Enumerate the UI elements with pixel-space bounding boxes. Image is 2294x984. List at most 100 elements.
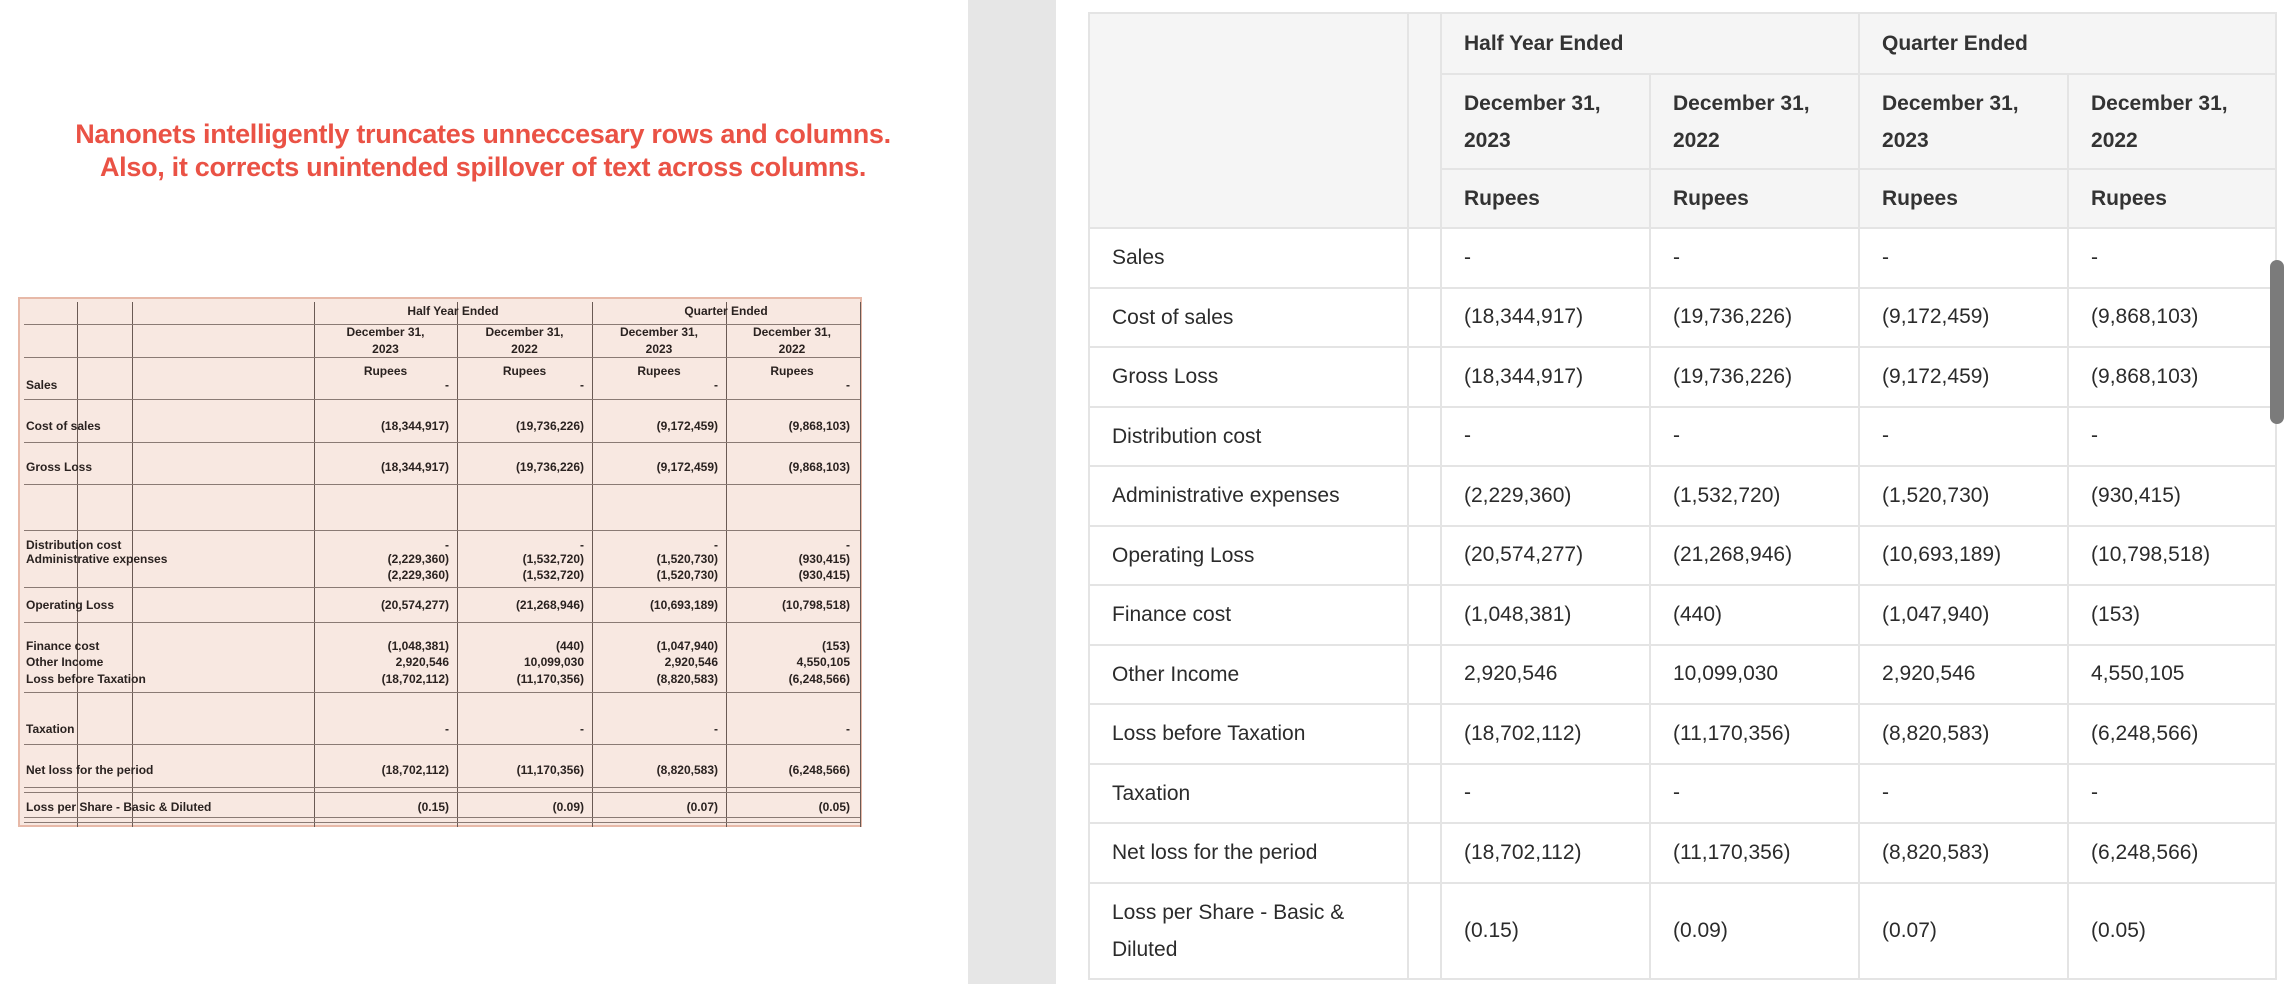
table-row: Distribution cost - - - - — [1088, 405, 2278, 467]
scan-row-line — [24, 787, 860, 788]
scan-cell: - — [445, 378, 449, 392]
scan-row-label: Gross Loss — [26, 460, 93, 474]
scan-cell: (11,170,356) — [516, 672, 584, 686]
scan-column-line — [457, 302, 458, 827]
scan-cell: (6,248,566) — [788, 763, 850, 777]
scan-cell: (18,344,917) — [380, 419, 449, 433]
table-cell: (9,868,103) — [2067, 346, 2278, 408]
caption-line-1: Nanonets intelligently truncates unnecce… — [75, 119, 891, 149]
scan-row-label: Other Income — [26, 655, 104, 669]
date-header: December 31, 2022 — [2067, 73, 2278, 170]
source-panel: Nanonets intelligently truncates unnecce… — [0, 0, 966, 984]
row-label: Gross Loss — [1088, 346, 1409, 408]
table-cell: (10,798,518) — [2067, 524, 2278, 586]
caption-line-2: Also, it corrects unintended spillover o… — [99, 152, 867, 182]
table-cell: (930,415) — [2067, 465, 2278, 527]
scan-row-label: Loss per Share - Basic & Diluted — [26, 800, 212, 814]
table-cell: - — [1648, 762, 1861, 824]
table-cell: (1,532,720) — [1648, 465, 1861, 527]
table-cell: (0.07) — [1858, 881, 2070, 980]
scan-row-label: Finance cost — [26, 639, 100, 653]
row-label: Net loss for the period — [1088, 822, 1409, 884]
scan-cell: (11,170,356) — [516, 763, 584, 777]
scan-cell: (10,693,189) — [649, 598, 718, 612]
scan-unit-header: Rupees — [770, 364, 814, 378]
scan-date-header: December 31, — [485, 325, 564, 339]
scan-cell: (1,532,720) — [522, 552, 584, 566]
scan-cell: (9,172,459) — [656, 460, 718, 474]
scan-cell: (1,047,940) — [656, 639, 718, 653]
scan-cell: (21,268,946) — [515, 598, 584, 612]
unit-header: Rupees — [1440, 168, 1651, 229]
scan-group-header: Half Year Ended — [407, 304, 499, 318]
table-row: Cost of sales (18,344,917) (19,736,226) (9,… — [1088, 286, 2278, 348]
scan-row-line — [24, 744, 860, 745]
table-cell: (11,170,356) — [1648, 703, 1861, 765]
table-cell: (21,268,946) — [1648, 524, 1861, 586]
extracted-table: Half Year Ended Quarter Ended December 31,… — [1088, 12, 2278, 980]
scan-row-label: Operating Loss — [26, 598, 115, 612]
scan-cell: - — [580, 538, 584, 552]
scan-cell: (10,798,518) — [781, 598, 850, 612]
table-cell: (0.05) — [2067, 881, 2278, 980]
table-cell: - — [2067, 405, 2278, 467]
table-cell: 4,550,105 — [2067, 643, 2278, 705]
table-cell: (0.15) — [1440, 881, 1651, 980]
unit-header: Rupees — [2067, 168, 2278, 229]
scan-cell: (20,574,277) — [380, 598, 449, 612]
scan-cell: (19,736,226) — [515, 419, 584, 433]
table-cell: (440) — [1648, 584, 1861, 646]
scan-cell: (0.05) — [818, 800, 850, 814]
scan-cell: - — [445, 538, 449, 552]
scan-row-label: Taxation — [26, 722, 75, 736]
scan-column-line — [726, 302, 727, 827]
table-cell: (10,693,189) — [1858, 524, 2070, 586]
scan-cell: - — [714, 538, 718, 552]
scan-row-line — [24, 324, 860, 325]
scan-row-line — [24, 692, 860, 693]
row-label: Distribution cost — [1088, 405, 1409, 467]
row-label: Cost of sales — [1088, 286, 1409, 348]
table-header: Half Year Ended Quarter Ended December 31,… — [1088, 12, 2278, 229]
unit-header: Rupees — [1858, 168, 2070, 229]
scan-row-line — [24, 442, 860, 443]
table-row: Loss per Share - Basic & Diluted (0.15) (0… — [1088, 881, 2278, 980]
table-cell: - — [1648, 227, 1861, 289]
scan-cell: (0.09) — [552, 800, 584, 814]
vertical-scrollbar[interactable] — [2270, 260, 2284, 424]
table-cell: (19,736,226) — [1648, 286, 1861, 348]
table-cell: (1,520,730) — [1858, 465, 2070, 527]
scan-row-label: Sales — [26, 378, 58, 392]
scan-cell: (9,172,459) — [656, 419, 718, 433]
table-cell: 10,099,030 — [1648, 643, 1861, 705]
scan-cell: (0.15) — [417, 800, 449, 814]
empty-column-cell — [1407, 643, 1442, 705]
scan-cell: - — [580, 378, 584, 392]
empty-column-cell — [1407, 465, 1442, 527]
empty-column-cell — [1407, 346, 1442, 408]
header-row-dates: December 31, 2023 December 31, 2022 Decemb… — [1089, 73, 2278, 170]
scan-date-header: December 31, — [619, 325, 699, 339]
table-cell: (6,248,566) — [2067, 822, 2278, 884]
scan-column-line — [592, 302, 593, 827]
scan-cell: - — [846, 538, 850, 552]
table-row: Loss before Taxation (18,702,112) (11,170,… — [1088, 703, 2278, 765]
scan-cell: - — [846, 722, 850, 736]
scan-row-label: Net loss for the period — [26, 763, 154, 777]
scan-row-label: Loss before Taxation — [26, 672, 146, 686]
scan-unit-header: Rupees — [363, 364, 408, 378]
table-cell: - — [2067, 227, 2278, 289]
header-row-units: Rupees Rupees Rupees Rupees — [1089, 168, 2278, 229]
header-row-groups: Half Year Ended Quarter Ended — [1088, 12, 2278, 229]
scan-cell: - — [445, 722, 449, 736]
empty-column-cell — [1407, 822, 1442, 884]
table-cell: (6,248,566) — [2067, 703, 2278, 765]
table-cell: (18,702,112) — [1440, 703, 1651, 765]
scan-row-label: Distribution cost — [26, 538, 122, 552]
row-label: Finance cost — [1088, 584, 1409, 646]
empty-column-cell — [1407, 227, 1442, 289]
scan-cell: (1,048,381) — [387, 639, 449, 653]
scan-cell: (8,820,583) — [656, 672, 718, 686]
scan-cell: (19,736,226) — [515, 460, 584, 474]
scan-row-line — [24, 822, 860, 823]
